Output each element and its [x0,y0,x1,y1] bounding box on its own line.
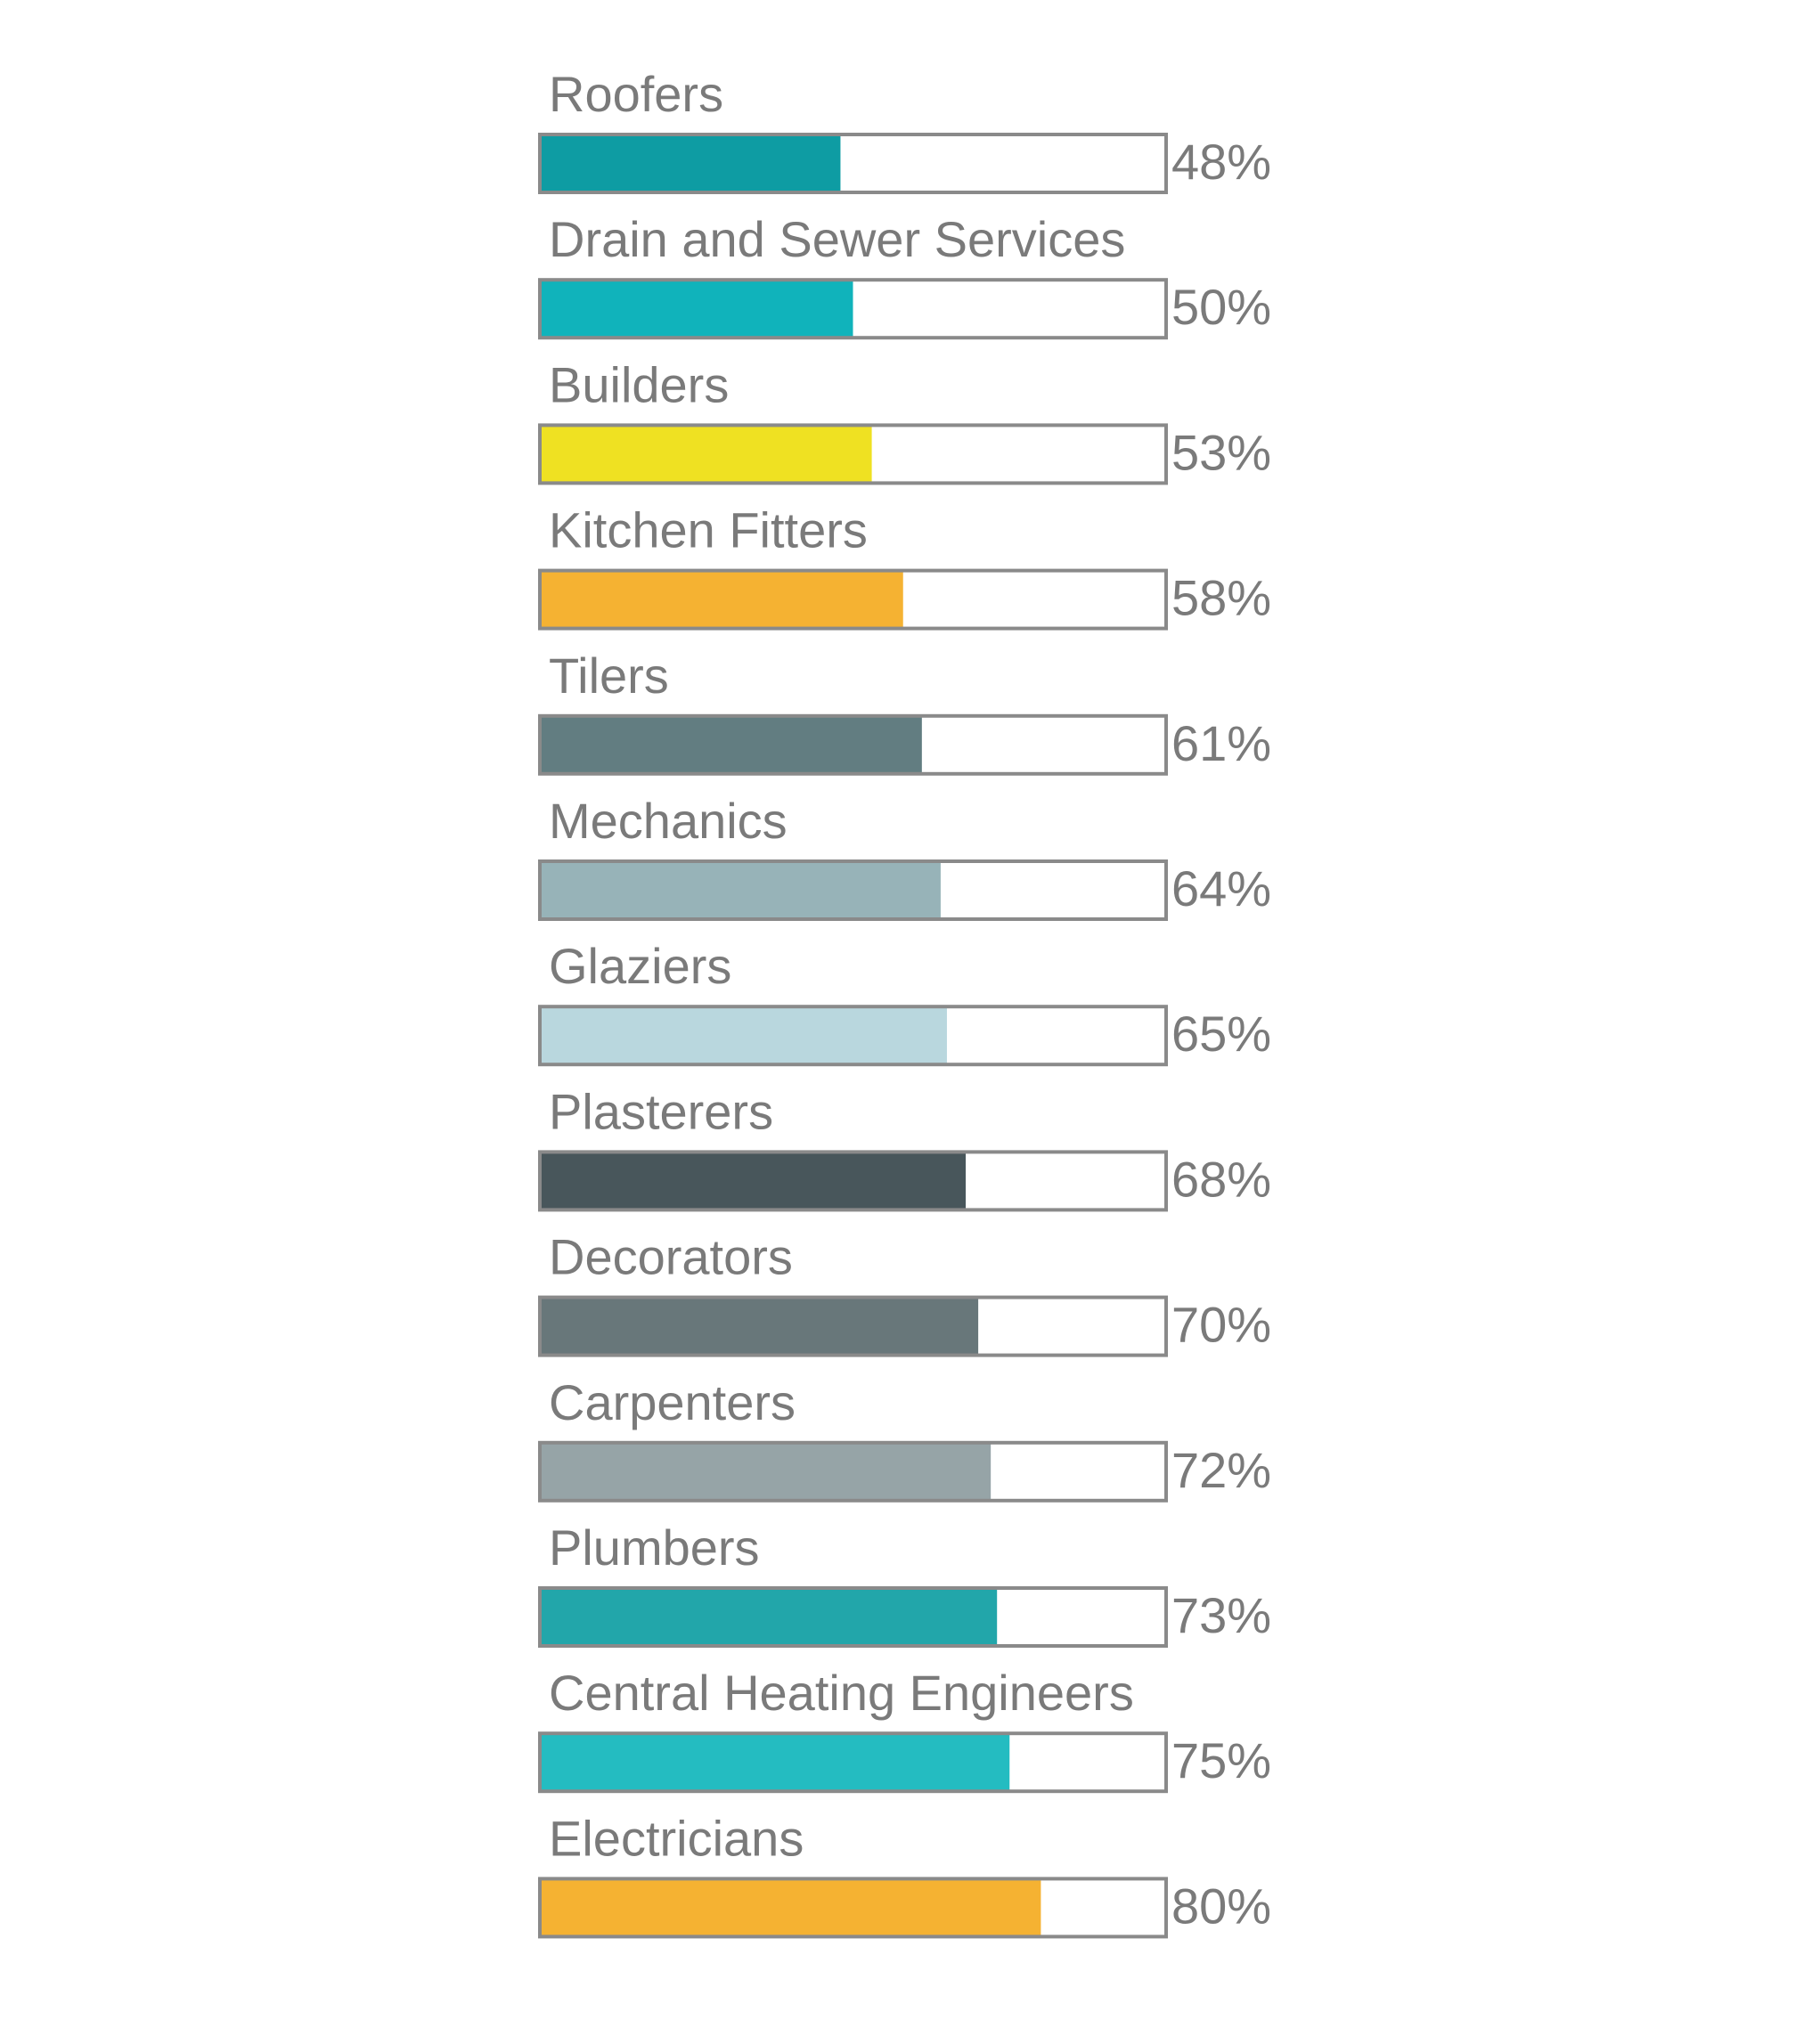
bar-row: Central Heating Engineers 75% [538,1665,1271,1794]
value-label: 68% [1171,1151,1271,1207]
bar [540,1297,979,1356]
bar-track-border [538,133,1168,194]
bar [540,425,872,484]
bar-row: Drain and Sewer Services 50% [538,211,1271,340]
bar [540,280,853,338]
bar-track-border [538,713,1168,776]
value-label: 53% [1171,424,1271,480]
value-label: 48% [1171,134,1271,190]
bar-row: Decorators 70% [538,1229,1271,1357]
bar-row: Plasterers 68% [538,1083,1271,1212]
bar-track-border [538,1005,1168,1067]
value-label: 65% [1171,1006,1271,1062]
value-label: 61% [1171,715,1271,771]
bar-track-border [538,1440,1168,1503]
bar-track-border [538,1586,1168,1648]
category-label: Roofers [549,66,723,122]
bar [540,1006,947,1065]
category-label: Glaziers [549,938,731,994]
value-label: 75% [1171,1732,1271,1788]
category-label: Mechanics [549,793,788,849]
category-label: Carpenters [549,1374,796,1430]
bar-row: Tilers 61% [538,648,1271,776]
bar [540,1878,1041,1937]
value-label: 50% [1171,279,1271,335]
bar-row: Roofers 48% [538,66,1271,194]
bar-row: Builders 53% [538,356,1271,485]
bar [540,1733,1010,1792]
bar [540,134,841,192]
value-label: 70% [1171,1297,1271,1353]
bar-track-border [538,1877,1168,1939]
category-label: Plasterers [549,1083,773,1139]
category-label: Central Heating Engineers [549,1665,1134,1721]
value-label: 64% [1171,860,1271,916]
bar-track-border [538,423,1168,485]
bar-track-border [538,568,1168,631]
bar-row: Kitchen Fitters 58% [538,502,1271,631]
bar-track-border [538,1295,1168,1357]
bar-track-border [538,278,1168,340]
bar-row: Plumbers 73% [538,1519,1271,1648]
bar-row: Electricians 80% [538,1810,1271,1939]
bar-row: Mechanics 64% [538,793,1271,921]
value-label: 58% [1171,570,1271,626]
category-label: Builders [549,356,729,412]
category-label: Decorators [549,1229,793,1285]
bar [540,1152,967,1210]
category-label: Plumbers [549,1519,760,1576]
bar [540,715,922,774]
bar-track-border [538,859,1168,921]
bar [540,1588,998,1646]
bar [540,1442,992,1501]
bar-row: Glaziers 65% [538,938,1271,1067]
value-label: 80% [1171,1877,1271,1934]
category-label: Kitchen Fitters [549,502,868,558]
bar-track-border [538,1731,1168,1794]
bar-track-border [538,1150,1168,1212]
value-label: 72% [1171,1442,1271,1498]
bar-row: Carpenters 72% [538,1374,1271,1503]
bar [540,570,903,629]
value-label: 73% [1171,1587,1271,1643]
category-label: Tilers [549,648,669,704]
bar [540,861,941,919]
category-label: Drain and Sewer Services [549,211,1125,267]
category-label: Electricians [549,1810,804,1866]
